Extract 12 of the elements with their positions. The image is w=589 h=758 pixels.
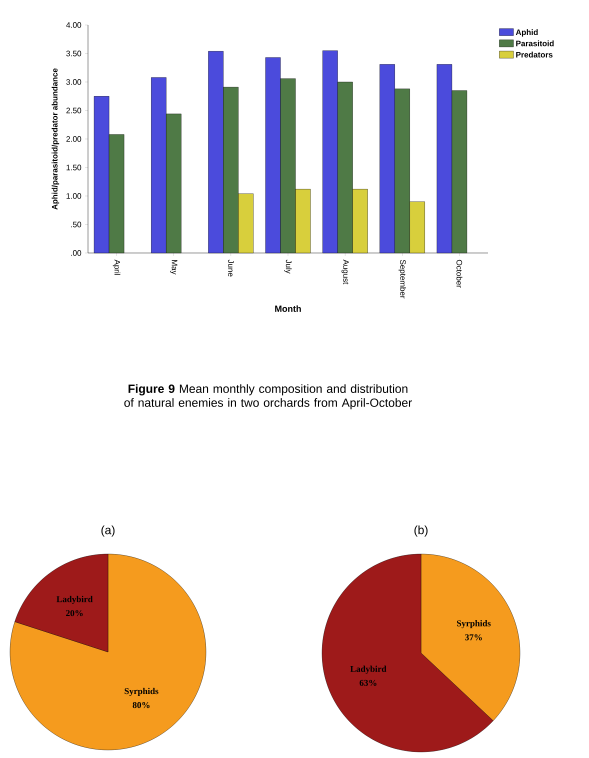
data-label: 37% [465, 634, 482, 640]
data-label: 20% [66, 610, 83, 616]
chart-title: (b) [414, 525, 428, 537]
text: Figure 9 Mean monthly composition and distribution of natural enemies in two orchards from April-October [124, 384, 412, 410]
data-label: 63% [360, 680, 376, 686]
chart-title: (a) [101, 526, 115, 537]
slice-label: Syrphids [124, 688, 158, 696]
slice-label: Ladybird [350, 666, 386, 674]
slice-label: Ladybird [56, 596, 93, 604]
slice-label: Syrphids [456, 620, 491, 628]
x-axis-title: Month [275, 305, 301, 312]
data-label: 80% [132, 702, 150, 708]
